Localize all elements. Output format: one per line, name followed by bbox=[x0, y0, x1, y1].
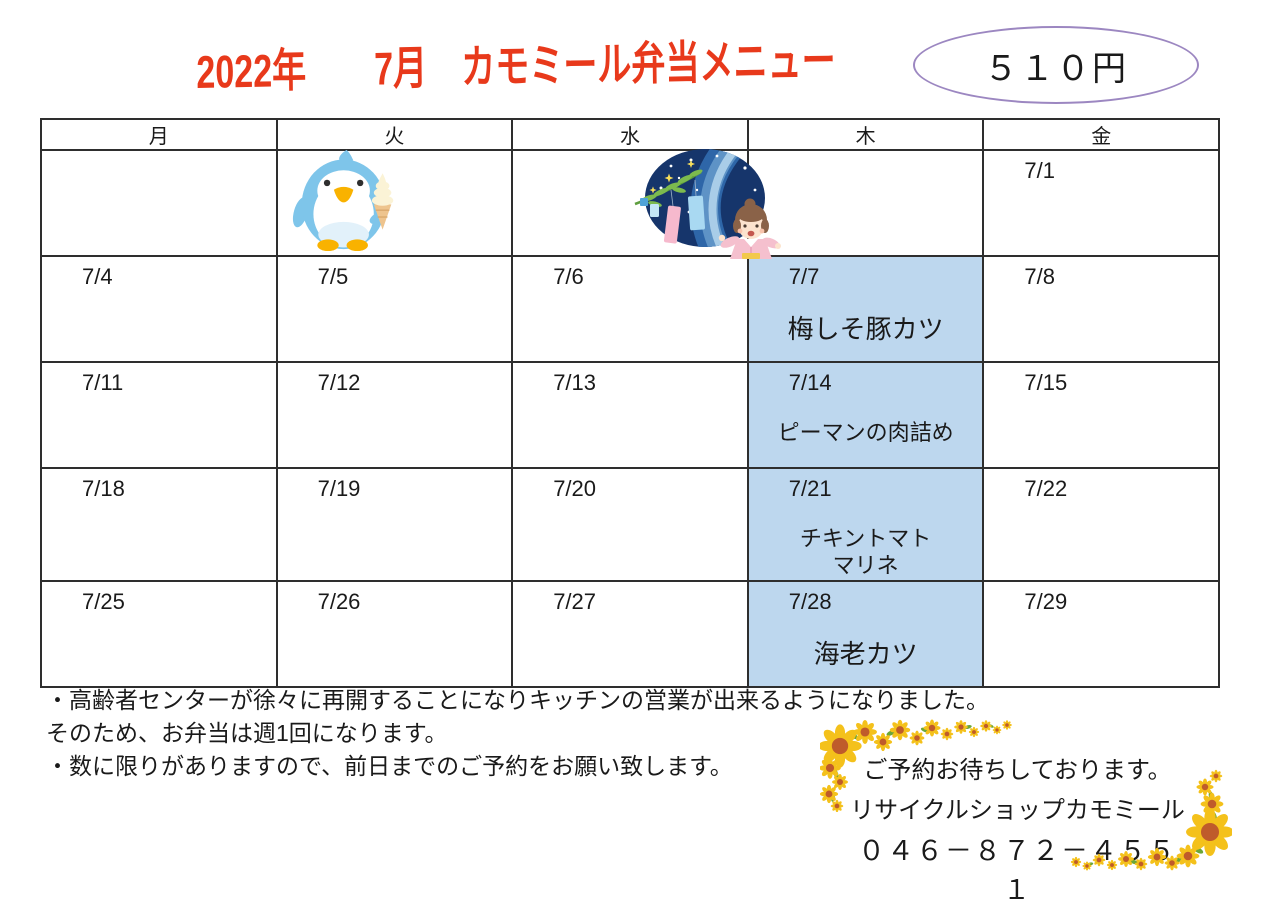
calendar-cell: 7/13 bbox=[511, 361, 749, 469]
cell-date: 7/28 bbox=[788, 588, 832, 614]
calendar-cell-highlighted: 7/14 ピーマンの肉詰め bbox=[746, 361, 985, 469]
calendar-week-row: 7/18 7/19 7/20 7/21 チキントマト マリネ 7/22 bbox=[40, 467, 1220, 582]
price-badge: ５１０円 bbox=[913, 26, 1199, 104]
cell-date: 7/26 bbox=[317, 588, 361, 614]
day-header-wednesday: 水 bbox=[511, 118, 749, 151]
cell-date: 7/5 bbox=[317, 264, 349, 289]
cell-date: 7/8 bbox=[1024, 264, 1055, 289]
menu-item: 海老カツ bbox=[813, 638, 918, 669]
cell-date: 7/12 bbox=[317, 370, 361, 395]
calendar-cell: 7/19 bbox=[275, 467, 514, 582]
calendar-cell: 7/11 bbox=[40, 361, 278, 469]
cell-date bbox=[42, 151, 276, 158]
cell-date: 7/4 bbox=[82, 264, 113, 289]
sunflower-corner-icon bbox=[1070, 769, 1232, 871]
cell-date bbox=[749, 151, 983, 158]
calendar-cell: 7/29 bbox=[982, 579, 1220, 688]
calendar-cell: 7/4 bbox=[40, 255, 278, 363]
cell-date: 7/21 bbox=[788, 476, 832, 501]
penguin-with-soft-serve-icon bbox=[292, 149, 394, 251]
menu-item: ピーマンの肉詰め bbox=[777, 420, 954, 445]
cell-date: 7/14 bbox=[788, 370, 832, 395]
calendar-cell: 7/8 bbox=[982, 255, 1220, 363]
cell-date: 7/13 bbox=[553, 370, 597, 395]
calendar-cell bbox=[40, 149, 278, 257]
tanabata-star-festival-icon bbox=[634, 149, 781, 259]
footer-notes: ・高齢者センターが徐々に再開することになりキッチンの営業が出来るようになりました… bbox=[46, 688, 989, 787]
day-header-tuesday: 火 bbox=[275, 118, 514, 151]
reservation-message: ご予約お待ちしております。 bbox=[863, 757, 1172, 784]
cell-date: 7/29 bbox=[1024, 588, 1068, 614]
calendar-cell: 7/26 bbox=[275, 579, 514, 688]
calendar-cell: 7/18 bbox=[40, 467, 278, 582]
note-line: そのため、お弁当は週1回になります。 bbox=[46, 720, 448, 746]
calendar-cell: 7/6 bbox=[511, 255, 749, 363]
calendar-cell: 7/25 bbox=[40, 579, 278, 688]
calendar-table: 月 火 水 木 金 7/1 7/4 7/5 7/6 7/7 梅しそ bbox=[40, 118, 1220, 688]
cell-date: 7/25 bbox=[82, 588, 125, 614]
calendar-week-row: 7/11 7/12 7/13 7/14 ピーマンの肉詰め 7/15 bbox=[40, 361, 1220, 469]
calendar-week-row: 7/25 7/26 7/27 7/28 海老カツ 7/29 bbox=[40, 579, 1220, 688]
price-text: ５１０円 bbox=[984, 49, 1128, 88]
cell-date: 7/11 bbox=[82, 370, 124, 395]
cell-date: 7/19 bbox=[317, 476, 361, 501]
shop-name: リサイクルショップカモミール bbox=[850, 797, 1185, 824]
cell-date: 7/15 bbox=[1024, 370, 1068, 395]
calendar-cell: 7/12 bbox=[275, 361, 514, 469]
calendar-cell: 7/22 bbox=[982, 467, 1220, 582]
calendar-cell-highlighted: 7/7 梅しそ豚カツ bbox=[746, 255, 985, 363]
note-line: ・数に限りがありますので、前日までのご予約をお願い致します。 bbox=[46, 753, 733, 779]
cell-date: 7/27 bbox=[553, 588, 597, 614]
day-header-row: 月 火 水 木 金 bbox=[40, 118, 1220, 151]
calendar-cell: 7/15 bbox=[982, 361, 1220, 469]
calendar-cell: 7/1 bbox=[982, 149, 1220, 257]
day-header-thursday: 木 bbox=[746, 118, 985, 151]
cell-date: 7/6 bbox=[553, 264, 584, 289]
calendar-cell: 7/5 bbox=[275, 255, 514, 363]
calendar-cell-highlighted: 7/21 チキントマト マリネ bbox=[746, 467, 985, 582]
calendar-cell: 7/27 bbox=[511, 579, 749, 688]
calendar-week-row: 7/4 7/5 7/6 7/7 梅しそ豚カツ 7/8 bbox=[40, 255, 1220, 363]
calendar-week-row: 7/1 bbox=[40, 149, 1220, 257]
page-title: 2022年 7月 カモミール弁当メニュー bbox=[196, 33, 836, 98]
note-line: ・高齢者センターが徐々に再開することになりキッチンの営業が出来るようになりました… bbox=[46, 687, 989, 713]
cell-date: 7/1 bbox=[1024, 158, 1055, 183]
cell-date: 7/7 bbox=[788, 264, 820, 289]
calendar-cell: 7/20 bbox=[511, 467, 749, 582]
menu-item: チキントマト マリネ bbox=[799, 526, 932, 578]
menu-item: 梅しそ豚カツ bbox=[787, 314, 944, 344]
cell-date: 7/20 bbox=[553, 476, 597, 501]
day-header-friday: 金 bbox=[982, 118, 1220, 151]
cell-date: 7/18 bbox=[82, 476, 125, 501]
calendar-cell bbox=[746, 149, 985, 257]
cell-date: 7/22 bbox=[1024, 476, 1068, 501]
day-header-monday: 月 bbox=[40, 118, 278, 151]
calendar-cell-highlighted: 7/28 海老カツ bbox=[746, 579, 985, 688]
